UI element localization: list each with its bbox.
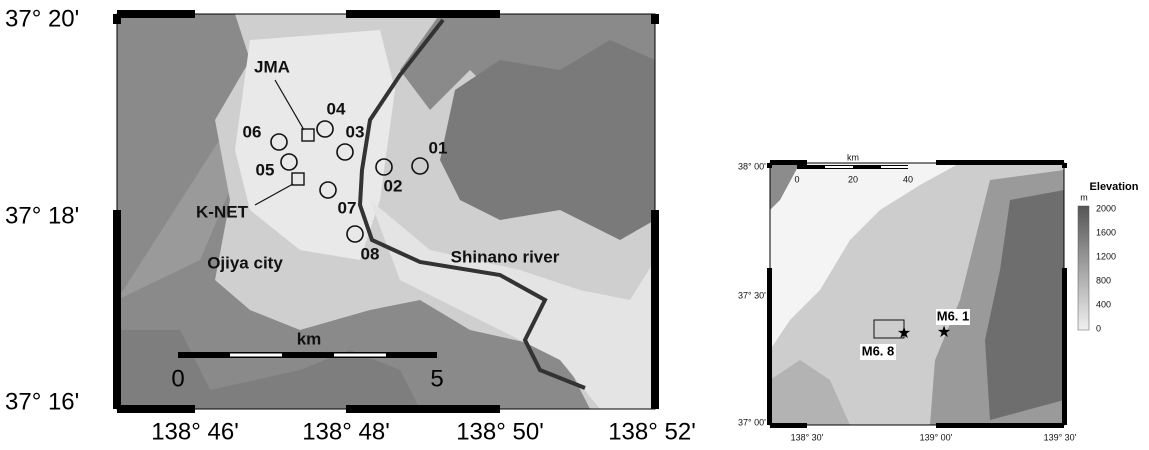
event-label: M6. 1: [937, 308, 970, 323]
station-label: 03: [346, 122, 365, 141]
lon-label: 138° 46': [151, 418, 239, 445]
colorbar-tick: 0: [1096, 323, 1101, 333]
scale-label: 20: [848, 174, 858, 184]
station-label: 05: [256, 160, 275, 179]
epicenter-star: ★: [937, 324, 951, 341]
river-label: Shinano river: [451, 247, 560, 266]
station-label: 02: [384, 176, 403, 195]
lon-label: 138° 48': [302, 418, 390, 445]
scale-unit: km: [847, 152, 859, 162]
left-map: 04 06 03 05 01 02 07 08 JMA K-NET Ojiya …: [5, 5, 696, 445]
lat-label: 37° 16': [5, 388, 79, 415]
colorbar-tick: 400: [1096, 299, 1111, 309]
city-label: Ojiya city: [207, 253, 283, 272]
station-label: 06: [243, 122, 262, 141]
station-label: 07: [338, 198, 357, 217]
colorbar-tick: 800: [1096, 275, 1111, 285]
lon-label: 138° 30': [791, 432, 824, 442]
station-label: 08: [361, 244, 380, 263]
lat-label: 37° 30': [738, 290, 766, 300]
lat-label: 37° 00': [738, 417, 766, 427]
scale-label: 0: [794, 174, 799, 184]
right-map: km 0 20 40 ★ ★ M6. 1 M6. 8 38° 00' 37° 3…: [738, 152, 1139, 442]
station-label: 04: [327, 99, 346, 118]
colorbar-tick: 1600: [1096, 227, 1116, 237]
lon-label: 139° 30': [1044, 432, 1077, 442]
scale-label: 40: [903, 174, 913, 184]
instrument-label: K-NET: [196, 202, 249, 221]
station-label: 01: [429, 138, 448, 157]
scale-label: 0: [171, 365, 184, 392]
lat-label: 37° 20': [5, 5, 79, 32]
scale-bar: [797, 165, 908, 169]
scale-label: 5: [430, 365, 443, 392]
lat-label: 38° 00': [738, 161, 766, 171]
colorbar-title: Elevation: [1090, 181, 1139, 193]
epicenter-star: ★: [897, 325, 911, 342]
lon-label: 139° 00': [920, 432, 953, 442]
lon-label: 138° 52': [608, 418, 696, 445]
scale-unit: km: [297, 329, 322, 348]
instrument-label: JMA: [254, 57, 290, 76]
figure: 04 06 03 05 01 02 07 08 JMA K-NET Ojiya …: [0, 0, 1149, 445]
lat-label: 37° 18': [5, 202, 79, 229]
colorbar-tick: 1200: [1096, 251, 1116, 261]
event-label: M6. 8: [862, 343, 895, 358]
colorbar-tick: 2000: [1096, 203, 1116, 213]
colorbar: [1078, 206, 1089, 330]
lon-label: 138° 50': [456, 418, 544, 445]
colorbar-unit: m: [1080, 192, 1088, 202]
scale-bar: [178, 352, 437, 358]
